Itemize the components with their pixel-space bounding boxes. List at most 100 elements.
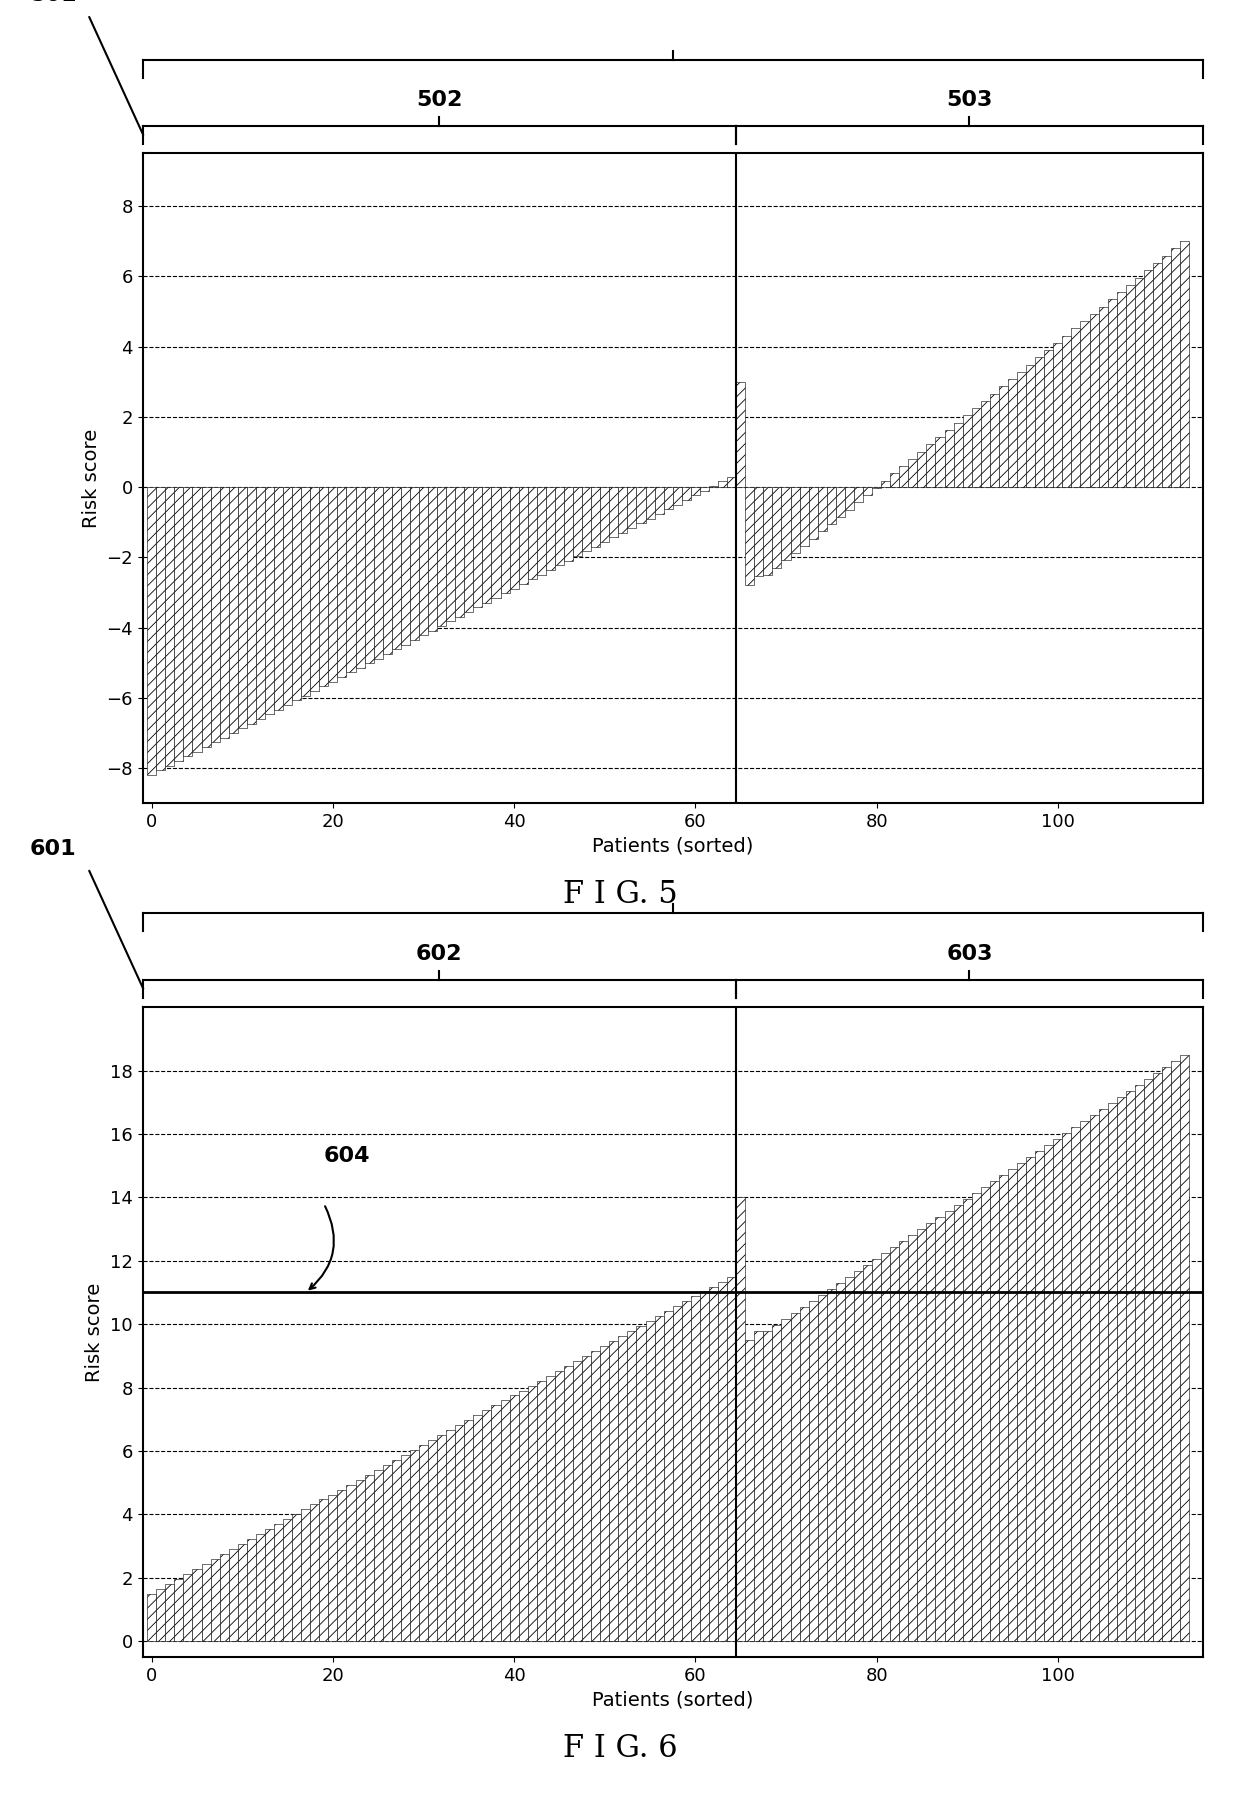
Bar — [1071, 1126, 1080, 1641]
Bar — [745, 1339, 754, 1641]
Bar — [600, 1347, 609, 1641]
Bar — [491, 487, 501, 597]
Bar — [737, 381, 745, 487]
Bar — [682, 487, 691, 500]
Bar — [817, 1294, 827, 1641]
Bar — [265, 487, 274, 715]
Bar — [1044, 350, 1053, 487]
Bar — [827, 487, 836, 523]
Bar — [1171, 249, 1180, 487]
Bar — [228, 487, 238, 733]
Bar — [1080, 1121, 1090, 1641]
Bar — [228, 1549, 238, 1641]
Bar — [165, 1583, 175, 1641]
Bar — [482, 487, 491, 603]
Bar — [808, 1301, 817, 1641]
Bar — [293, 487, 301, 700]
Bar — [918, 451, 926, 487]
Bar — [365, 487, 373, 662]
Bar — [1090, 314, 1099, 487]
Bar — [283, 487, 293, 706]
Bar — [401, 1455, 410, 1641]
Bar — [609, 1341, 619, 1641]
Bar — [156, 487, 165, 771]
Bar — [918, 1229, 926, 1641]
Bar — [1107, 1103, 1117, 1641]
Bar — [691, 1296, 699, 1641]
Bar — [600, 487, 609, 542]
Bar — [537, 1381, 546, 1641]
Bar — [464, 487, 474, 612]
Bar — [808, 487, 817, 538]
Text: F I G. 5: F I G. 5 — [563, 879, 677, 910]
Bar — [791, 1312, 800, 1641]
Bar — [156, 1588, 165, 1641]
Bar — [175, 1579, 184, 1641]
Bar — [1126, 285, 1135, 487]
Bar — [972, 1193, 981, 1641]
Text: 503: 503 — [946, 90, 993, 110]
Bar — [981, 401, 990, 487]
Bar — [926, 444, 935, 487]
Bar — [990, 393, 999, 487]
Bar — [627, 487, 636, 527]
Bar — [1044, 1144, 1053, 1641]
Bar — [556, 487, 564, 565]
Bar — [510, 487, 518, 588]
Y-axis label: Risk score: Risk score — [86, 1283, 104, 1381]
Bar — [419, 487, 428, 635]
Bar — [909, 1235, 918, 1641]
Bar — [455, 1426, 464, 1641]
Bar — [1117, 292, 1126, 487]
Bar — [564, 487, 573, 561]
Bar — [175, 487, 184, 762]
Bar — [663, 487, 673, 509]
Bar — [882, 480, 890, 487]
Bar — [329, 1495, 337, 1641]
Bar — [673, 1307, 682, 1641]
Bar — [219, 487, 228, 738]
Bar — [800, 1307, 808, 1641]
Bar — [899, 1240, 909, 1641]
Bar — [446, 1430, 455, 1641]
Bar — [201, 1563, 211, 1641]
Bar — [1053, 343, 1063, 487]
Bar — [1027, 1157, 1035, 1641]
Bar — [1071, 329, 1080, 487]
Bar — [192, 1569, 202, 1641]
Bar — [863, 1265, 872, 1641]
Bar — [184, 487, 192, 756]
Bar — [699, 1292, 709, 1641]
Bar — [293, 1514, 301, 1641]
Bar — [718, 482, 727, 487]
Bar — [863, 487, 872, 495]
Bar — [1162, 1067, 1171, 1641]
Bar — [1180, 242, 1189, 487]
Bar — [528, 487, 537, 579]
Bar — [1135, 1085, 1145, 1641]
Bar — [392, 487, 401, 650]
Bar — [310, 1504, 320, 1641]
Bar — [890, 473, 899, 487]
Bar — [573, 1361, 582, 1641]
Bar — [1145, 271, 1153, 487]
Bar — [518, 487, 528, 583]
Bar — [673, 487, 682, 505]
Bar — [564, 1366, 573, 1641]
Bar — [999, 386, 1008, 487]
Bar — [310, 487, 320, 691]
Text: 603: 603 — [946, 944, 993, 964]
Bar — [455, 487, 464, 617]
Bar — [791, 487, 800, 552]
Bar — [962, 415, 972, 487]
Bar — [501, 1401, 510, 1641]
Bar — [972, 408, 981, 487]
Bar — [255, 1534, 265, 1641]
Bar — [844, 487, 854, 509]
Bar — [428, 1440, 438, 1641]
Bar — [636, 487, 646, 523]
Bar — [148, 1594, 156, 1641]
Bar — [337, 487, 346, 677]
Bar — [646, 487, 655, 518]
Bar — [935, 437, 945, 487]
